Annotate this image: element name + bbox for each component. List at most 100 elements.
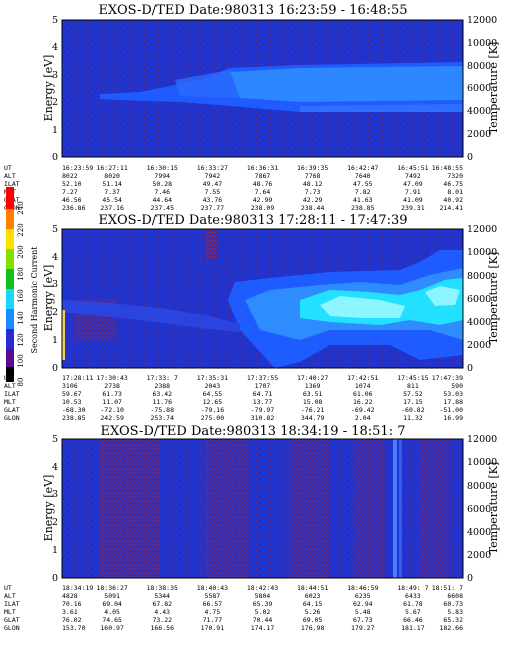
table-cell: 48.12 bbox=[303, 180, 323, 188]
table-cell: 61.73 bbox=[102, 390, 122, 398]
table-cell: 7942 bbox=[205, 172, 221, 180]
table-cell: -51.00 bbox=[440, 406, 464, 414]
panel-2-ytick: 1 bbox=[52, 335, 58, 346]
table-cell: 174.17 bbox=[251, 624, 275, 632]
table-cell: 11.32 bbox=[403, 414, 423, 422]
table-cell: 16.22 bbox=[353, 398, 373, 406]
panel-2-ytick: 3 bbox=[52, 279, 58, 290]
panel-1-ytick: 1 bbox=[52, 125, 58, 136]
table-cell: 46.75 bbox=[443, 180, 463, 188]
table-cell: 59.67 bbox=[62, 390, 82, 398]
table-cell: 4.75 bbox=[205, 608, 221, 616]
panel-2-y-axis: Energy [eV] 0 1 2 3 4 5 bbox=[42, 224, 58, 374]
panel-2-title: EXOS-D/TED Date:980313 17:28:11 - 17:47:… bbox=[98, 213, 407, 228]
table-cell: 7492 bbox=[405, 172, 421, 180]
table-cell: 18:46:59 bbox=[347, 584, 378, 592]
table-cell: 7320 bbox=[447, 172, 463, 180]
table-cell: 7.73 bbox=[305, 188, 321, 196]
table-cell: 67.82 bbox=[152, 600, 172, 608]
table-cell: 18:34:19 bbox=[62, 584, 93, 592]
panel-1-title: EXOS-D/TED Date:980313 16:23:59 - 16:48:… bbox=[98, 3, 407, 18]
table-cell: 2738 bbox=[104, 382, 120, 390]
table-cell: 15.08 bbox=[303, 398, 323, 406]
table-cell: 8020 bbox=[104, 172, 120, 180]
colorbar-label: Second Harmonic Current bbox=[30, 246, 39, 354]
panel-2-row-label: GLON bbox=[4, 414, 20, 422]
colorbar-tick: 160 bbox=[17, 289, 25, 302]
table-cell: 16:23:59 bbox=[62, 164, 93, 172]
colorbar-segment bbox=[6, 309, 14, 329]
table-cell: 4828 bbox=[62, 592, 78, 600]
panel-1-plot-area bbox=[61, 19, 464, 158]
table-cell: 47.09 bbox=[403, 180, 423, 188]
table-cell: 41.63 bbox=[353, 196, 373, 204]
colorbar-tick: 220 bbox=[17, 223, 25, 236]
panel-3-y2label: Temperature [K] bbox=[487, 462, 500, 554]
colorbar-tick: 200 bbox=[17, 245, 25, 258]
table-cell: 179.27 bbox=[351, 624, 375, 632]
table-cell: 41.09 bbox=[403, 196, 423, 204]
panel-3-row-label: GLON bbox=[4, 624, 20, 632]
panel-3-row-label: MLT bbox=[4, 608, 16, 616]
colorbar-segment bbox=[6, 187, 14, 209]
panel-3-table-cells: 18:34:19 18:36:27 18:38:35 18:40:43 18:42:43… bbox=[62, 584, 463, 632]
table-cell: 170.91 bbox=[201, 624, 225, 632]
table-cell: 50.28 bbox=[152, 180, 172, 188]
table-cell: 64.55 bbox=[203, 390, 223, 398]
table-cell: 2.04 bbox=[355, 414, 371, 422]
table-cell: 5.83 bbox=[447, 608, 463, 616]
table-cell: 17:28:11 bbox=[62, 374, 93, 382]
panel-2-y2tick: 2000 bbox=[467, 340, 491, 351]
panel-1-y2tick: 6000 bbox=[467, 83, 491, 94]
table-cell: 590 bbox=[451, 382, 463, 390]
table-cell: 18:40:43 bbox=[197, 584, 228, 592]
panel-3-row-label: ALT bbox=[4, 592, 16, 600]
panel-3-y2tick: 4000 bbox=[467, 527, 491, 538]
table-cell: 76.02 bbox=[62, 616, 82, 624]
panel-2-row-label: UT bbox=[4, 374, 12, 382]
table-cell: 5.67 bbox=[405, 608, 421, 616]
table-cell: 17:47:39 bbox=[432, 374, 463, 382]
table-cell: 45.54 bbox=[102, 196, 122, 204]
table-cell: 5.26 bbox=[305, 608, 321, 616]
table-cell: 160.97 bbox=[100, 624, 124, 632]
table-cell: 6235 bbox=[355, 592, 371, 600]
table-cell: 73.22 bbox=[152, 616, 172, 624]
table-cell: 7.64 bbox=[255, 188, 271, 196]
table-cell: 17:37:55 bbox=[247, 374, 278, 382]
table-cell: 18:44:51 bbox=[297, 584, 328, 592]
table-cell: 49.47 bbox=[203, 180, 223, 188]
panel-1-ylabel: Energy [eV] bbox=[42, 55, 55, 122]
panel-1-y2-axis: Temperature [K] 0 2000 4000 6000 8000 10… bbox=[467, 15, 500, 163]
table-cell: 63.51 bbox=[303, 390, 323, 398]
panel-2: EXOS-D/TED Date:980313 17:28:11 - 17:47:… bbox=[4, 213, 500, 422]
table-cell: 239.31 bbox=[401, 204, 425, 212]
panel-2-y2tick: 6000 bbox=[467, 294, 491, 305]
table-cell: 11.07 bbox=[102, 398, 122, 406]
panel-2-y2tick: 8000 bbox=[467, 271, 491, 282]
panel-3-row-label: UT bbox=[4, 584, 12, 592]
table-cell: 7640 bbox=[355, 172, 371, 180]
table-cell: 253.74 bbox=[151, 414, 175, 422]
table-cell: 66.46 bbox=[403, 616, 423, 624]
panel-3-stripe bbox=[399, 439, 402, 578]
table-cell: 74.65 bbox=[102, 616, 122, 624]
table-cell: 275.00 bbox=[201, 414, 225, 422]
colorbar-segment bbox=[6, 367, 14, 382]
table-cell: -72.10 bbox=[100, 406, 124, 414]
table-cell: 6433 bbox=[405, 592, 421, 600]
table-cell: 7.91 bbox=[405, 188, 421, 196]
colorbar-tick: 120 bbox=[17, 333, 25, 346]
panel-3-ytick: 4 bbox=[52, 462, 58, 473]
table-cell: 18:49: 7 bbox=[397, 584, 428, 592]
panel-2-row-label: ALT bbox=[4, 382, 16, 390]
panel-3-stripe bbox=[393, 439, 397, 578]
panel-3-row-label: ILAT bbox=[4, 600, 20, 608]
table-cell: 8.01 bbox=[447, 188, 463, 196]
table-cell: 238.09 bbox=[251, 204, 275, 212]
table-cell: 7.82 bbox=[355, 188, 371, 196]
panel-1-ytick: 0 bbox=[52, 152, 58, 163]
table-cell: 237.16 bbox=[100, 204, 124, 212]
table-cell: 8022 bbox=[62, 172, 78, 180]
